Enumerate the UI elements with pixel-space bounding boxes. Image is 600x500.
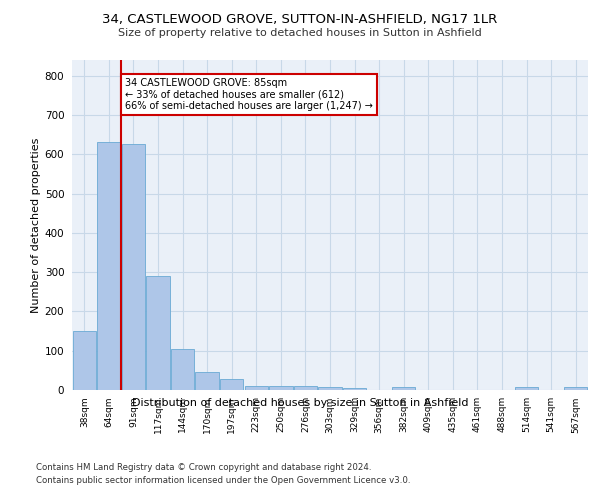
Text: Contains public sector information licensed under the Open Government Licence v3: Contains public sector information licen… — [36, 476, 410, 485]
Bar — [220, 378, 244, 390]
Bar — [97, 142, 121, 390]
Text: Distribution of detached houses by size in Sutton in Ashfield: Distribution of detached houses by size … — [132, 398, 468, 407]
Bar — [73, 331, 96, 390]
Bar — [196, 372, 219, 390]
Y-axis label: Number of detached properties: Number of detached properties — [31, 138, 41, 312]
Bar — [343, 388, 366, 390]
Text: Size of property relative to detached houses in Sutton in Ashfield: Size of property relative to detached ho… — [118, 28, 482, 38]
Bar — [392, 387, 415, 390]
Text: 34 CASTLEWOOD GROVE: 85sqm
← 33% of detached houses are smaller (612)
66% of sem: 34 CASTLEWOOD GROVE: 85sqm ← 33% of deta… — [125, 78, 373, 111]
Bar — [515, 387, 538, 390]
Bar — [564, 387, 587, 390]
Bar — [146, 276, 170, 390]
Bar — [122, 144, 145, 390]
Bar — [319, 387, 341, 390]
Text: 34, CASTLEWOOD GROVE, SUTTON-IN-ASHFIELD, NG17 1LR: 34, CASTLEWOOD GROVE, SUTTON-IN-ASHFIELD… — [103, 12, 497, 26]
Text: Contains HM Land Registry data © Crown copyright and database right 2024.: Contains HM Land Registry data © Crown c… — [36, 462, 371, 471]
Bar — [269, 386, 293, 390]
Bar — [245, 386, 268, 390]
Bar — [171, 349, 194, 390]
Bar — [294, 386, 317, 390]
